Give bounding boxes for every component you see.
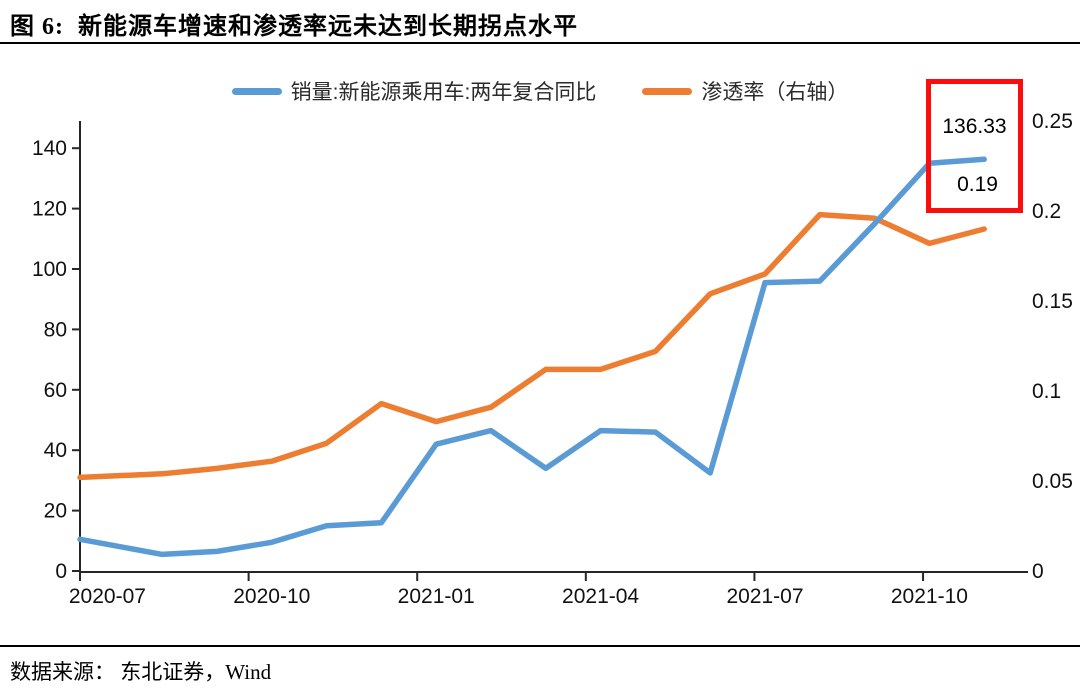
penetration-line-swatch — [642, 87, 693, 95]
sales-legend-label: 销量:新能源乘用车:两年复合同比 — [290, 81, 597, 104]
data-source: 数据来源： 东北证券，Wind — [10, 660, 272, 684]
sales-line-swatch — [231, 87, 282, 95]
sales-line — [77, 156, 987, 558]
axis-tick-label: 120 — [32, 198, 67, 221]
axes — [79, 121, 1028, 573]
x-axis-labels: 2020-07 2020-10 2021-01 2021-04 2021-07 2021-… — [69, 572, 968, 608]
axis-tick-label: 0.15 — [1032, 290, 1073, 313]
penetration-legend-label: 渗透率（右轴） — [701, 81, 849, 104]
axis-tick-label: 100 — [32, 258, 67, 281]
source-divider — [0, 645, 1080, 647]
chart-legend: 销量:新能源乘用车:两年复合同比 渗透率（右轴） — [0, 76, 1080, 106]
annotation-box: 136.33 0.19 — [926, 79, 1023, 213]
axis-tick-label: 140 — [32, 137, 67, 160]
annotation-value-penetration: 0.19 — [957, 173, 998, 196]
figure-title: 图 6: 新能源车增速和渗透率远未达到长期拐点水平 — [10, 14, 578, 40]
axis-tick-label: 2021-07 — [726, 585, 803, 608]
axis-tick-label: 0.05 — [1032, 470, 1073, 493]
axis-tick-label: 20 — [44, 500, 67, 523]
axis-tick-label: 40 — [44, 439, 67, 462]
axis-tick-label: 0 — [1032, 560, 1044, 583]
penetration-line — [77, 211, 987, 481]
axis-tick-label: 2020-07 — [69, 585, 146, 608]
axis-tick-label: 60 — [44, 379, 67, 402]
left-axis-labels: 0 20 40 60 80 100 120 140 — [32, 137, 80, 583]
axis-tick-label: 2021-10 — [891, 585, 968, 608]
axis-tick-label: 2021-01 — [398, 585, 475, 608]
axis-tick-label: 0.2 — [1032, 200, 1061, 223]
axis-tick-label: 0.25 — [1032, 110, 1073, 133]
axis-tick-label: 0.1 — [1032, 380, 1061, 403]
right-axis-labels: 0 0.05 0.1 0.15 0.2 0.25 — [1032, 110, 1073, 583]
axis-tick-label: 0 — [55, 560, 67, 583]
title-divider — [0, 42, 1080, 44]
legend-item-penetration: 渗透率（右轴） — [642, 76, 848, 106]
axis-tick-label: 80 — [44, 318, 67, 341]
annotation-value-sales: 136.33 — [942, 115, 1007, 138]
axis-tick-label: 2021-04 — [562, 585, 639, 608]
legend-item-sales: 销量:新能源乘用车:两年复合同比 — [231, 76, 597, 106]
axis-tick-label: 2020-10 — [233, 585, 310, 608]
